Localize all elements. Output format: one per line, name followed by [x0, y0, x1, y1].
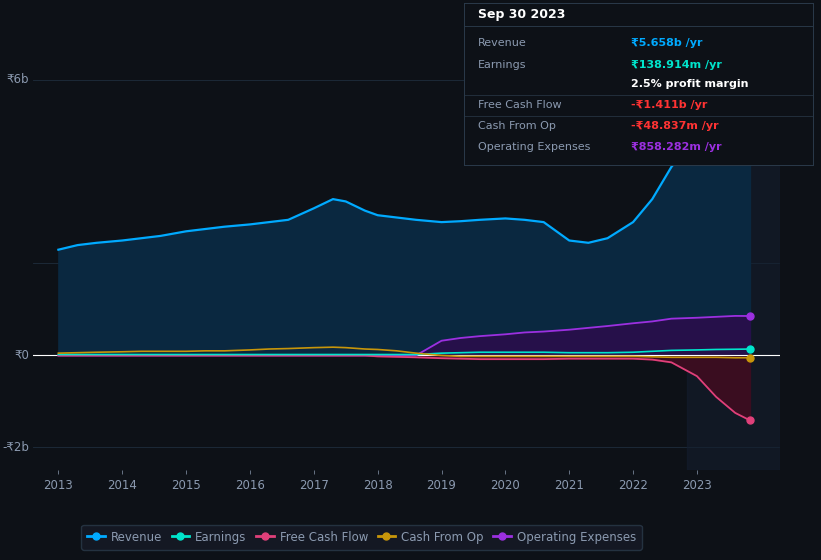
Text: -₹1.411b /yr: -₹1.411b /yr — [631, 100, 708, 110]
Text: ₹138.914m /yr: ₹138.914m /yr — [631, 59, 722, 69]
Legend: Revenue, Earnings, Free Cash Flow, Cash From Op, Operating Expenses: Revenue, Earnings, Free Cash Flow, Cash … — [81, 525, 642, 550]
Text: ₹0: ₹0 — [14, 349, 29, 362]
Text: Revenue: Revenue — [478, 39, 526, 48]
Text: ₹858.282m /yr: ₹858.282m /yr — [631, 142, 722, 152]
Text: Operating Expenses: Operating Expenses — [478, 142, 590, 152]
Text: -₹2b: -₹2b — [2, 441, 29, 454]
Text: Sep 30 2023: Sep 30 2023 — [478, 8, 565, 21]
Bar — [687, 34, 780, 470]
Text: ₹6b: ₹6b — [7, 73, 29, 86]
Text: 2.5% profit margin: 2.5% profit margin — [631, 79, 749, 89]
Text: Cash From Op: Cash From Op — [478, 121, 556, 131]
Text: Earnings: Earnings — [478, 59, 526, 69]
Text: -₹48.837m /yr: -₹48.837m /yr — [631, 121, 719, 131]
Text: Free Cash Flow: Free Cash Flow — [478, 100, 562, 110]
Text: ₹5.658b /yr: ₹5.658b /yr — [631, 39, 703, 48]
